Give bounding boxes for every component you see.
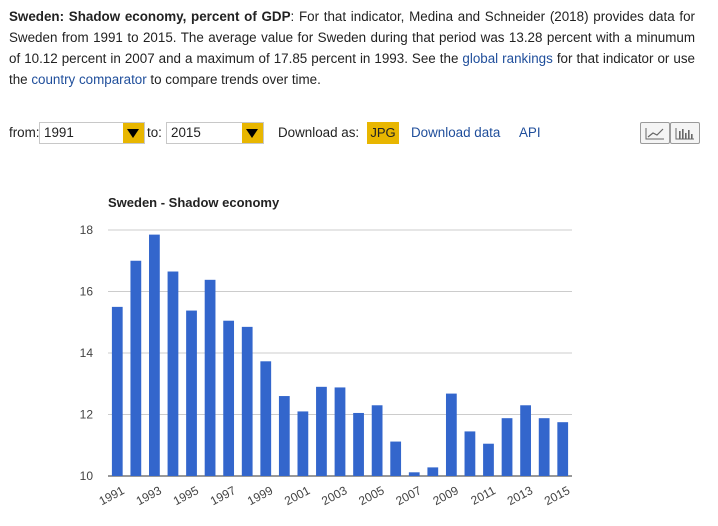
x-tick-label: 2015 <box>542 483 572 508</box>
bar-2002 <box>316 386 327 476</box>
bar-2011 <box>483 443 494 476</box>
bar-2008 <box>427 467 439 476</box>
x-tick-label: 1999 <box>245 483 275 508</box>
x-tick-label: 2013 <box>505 483 535 508</box>
bar-1994 <box>167 271 179 476</box>
global-rankings-link[interactable]: global rankings <box>462 51 553 66</box>
bar-2004 <box>353 412 364 476</box>
description-title: Sweden: Shadow economy, percent of GDP <box>9 9 291 24</box>
bar-1993 <box>149 234 160 476</box>
from-year-select[interactable]: 1991 <box>39 122 145 144</box>
bar-2007 <box>408 472 420 476</box>
bar-2013 <box>520 405 531 476</box>
y-axis-tick-labels: 10 12 14 16 18 <box>80 223 94 483</box>
x-axis-tick-labels: 1991 1993 1995 1997 1999 2001 2003 2005 2007 2009… <box>97 483 573 508</box>
x-tick-label: 1993 <box>134 483 164 508</box>
bar-2015 <box>557 422 569 476</box>
x-tick-label: 1997 <box>208 483 238 508</box>
bar-1997 <box>223 320 235 476</box>
chevron-down-icon[interactable] <box>123 123 144 143</box>
line-chart-button[interactable] <box>640 122 670 144</box>
chart-title: Sweden - Shadow economy <box>108 195 280 210</box>
to-year-value: 2015 <box>171 125 201 140</box>
y-tick-label: 14 <box>80 346 94 360</box>
bar-2009 <box>445 393 457 476</box>
chart-bars <box>111 234 569 476</box>
from-year-value: 1991 <box>44 125 74 140</box>
description-text-3: to compare trends over time. <box>146 72 321 87</box>
x-tick-label: 2005 <box>356 483 386 508</box>
bar-1995 <box>186 310 197 476</box>
chevron-down-icon[interactable] <box>242 123 263 143</box>
from-label: from: <box>9 125 40 140</box>
x-tick-label: 1991 <box>97 483 127 508</box>
to-label: to: <box>147 125 162 140</box>
line-chart-icon <box>645 128 664 140</box>
x-tick-label: 2001 <box>282 483 312 508</box>
bar-2006 <box>390 441 402 476</box>
api-link[interactable]: API <box>519 125 541 140</box>
x-tick-label: 2009 <box>431 483 461 508</box>
bar-2005 <box>371 405 383 476</box>
y-tick-label: 10 <box>80 469 94 483</box>
indicator-description: Sweden: Shadow economy, percent of GDP: … <box>9 6 695 90</box>
bar-2010 <box>464 431 476 476</box>
bar-2000 <box>278 396 290 476</box>
bar-1999 <box>260 361 272 476</box>
country-comparator-link[interactable]: country comparator <box>31 72 147 87</box>
x-tick-label: 2007 <box>393 483 423 508</box>
download-as-label: Download as: <box>278 125 360 140</box>
bar-1992 <box>130 260 142 476</box>
bar-1991 <box>111 306 123 476</box>
chart-controls: from: 1991 to: 2015 Download as: JPG Dow… <box>9 122 709 144</box>
download-jpg-button[interactable]: JPG <box>367 122 399 144</box>
download-data-link[interactable]: Download data <box>411 125 501 140</box>
bar-2012 <box>501 418 513 476</box>
bar-1996 <box>204 279 216 476</box>
y-tick-label: 12 <box>80 408 94 422</box>
bar-chart-button[interactable] <box>670 122 700 144</box>
to-year-select[interactable]: 2015 <box>166 122 264 144</box>
bar-2014 <box>538 418 550 476</box>
description-text-2: for that indicator or use the <box>9 51 695 87</box>
x-tick-label: 2011 <box>469 483 499 508</box>
x-tick-label: 1995 <box>171 483 201 508</box>
description-text-1: : For that indicator, Medina and Schneid… <box>9 9 695 66</box>
bar-chart-icon <box>675 128 694 140</box>
bar-2001 <box>297 411 309 476</box>
bar-2003 <box>334 387 346 476</box>
x-tick-label: 2003 <box>319 483 349 508</box>
y-tick-label: 16 <box>80 285 94 299</box>
bar-1998 <box>241 326 253 476</box>
y-tick-label: 18 <box>80 223 94 237</box>
